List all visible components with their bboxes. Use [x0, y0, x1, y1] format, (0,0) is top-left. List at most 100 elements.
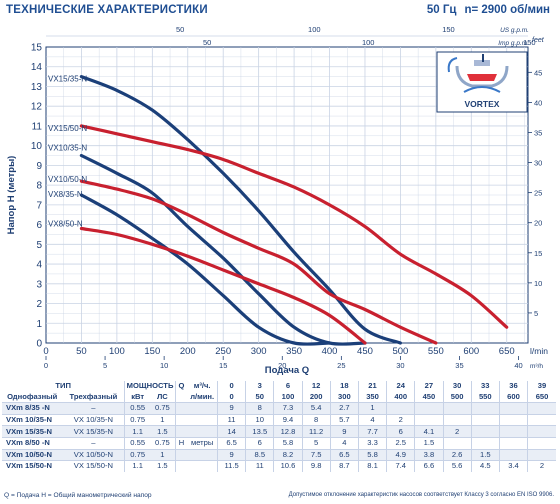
q-lmin-cell: 300: [329, 391, 359, 403]
q-lmin-cell: 350: [357, 391, 387, 403]
y-tick-label: 1: [36, 319, 42, 330]
x-tick-label: 500: [392, 346, 408, 357]
head-value: 8.7: [329, 460, 359, 472]
head-value: 1: [357, 402, 387, 415]
curve-labels: VX15/35-N VX15/50-N VX10/35-N VX10/50-N VX8/…: [48, 75, 87, 229]
kw-header: кВт: [124, 391, 151, 403]
head-value: 2.5: [386, 436, 415, 450]
top-imp-tick-label: 100: [362, 38, 375, 47]
y-tick-label: 3: [36, 279, 42, 290]
y-right-tick-label: 15: [534, 249, 542, 258]
head-value: 13.5: [245, 425, 274, 438]
y-tick-label: 9: [36, 161, 42, 172]
y-tick-label: 10: [31, 141, 43, 152]
q-m3h-cell: 18: [329, 381, 359, 392]
x-unit-m3h: m³/h: [530, 363, 543, 370]
vortex-label: VORTEX: [465, 99, 500, 109]
x-tick-label: 350: [286, 346, 302, 357]
three-phase-model: –: [62, 402, 125, 415]
q-m3h-cell: 39: [527, 381, 556, 392]
axes: 012345678910111213141551015202530354045f…: [6, 25, 548, 376]
x-tick-label: 550: [428, 346, 444, 357]
h-label: [174, 413, 188, 426]
head-value: 11.5: [216, 460, 246, 472]
head-value: [442, 413, 472, 426]
head-value: 3.3: [357, 436, 387, 450]
head-value: [414, 402, 443, 415]
x-tick-label: 250: [215, 346, 231, 357]
head-value: 2: [442, 425, 472, 438]
q-lmin-cell: 500: [442, 391, 472, 403]
q-m3h-cell: 24: [386, 381, 415, 392]
table-row: VXm 10/50-N VX 10/50-N 0.75 1 9 8.5 8.2 7.5 6.5 5…: [2, 448, 556, 461]
power-hp: 1: [150, 448, 176, 461]
head-value: 3.8: [414, 448, 443, 461]
power-hp: 0.75: [150, 402, 176, 415]
table-head-row: Однофазный Трехфазный кВт ЛС л/мин. 0 50 100 200…: [2, 391, 556, 403]
head-value: 2.6: [442, 448, 472, 461]
y-axis-title: Напор H (метры): [6, 156, 17, 235]
footer-legend: Q = Подача H = Общий манометрический нап…: [4, 492, 152, 499]
y-right-tick-label: 35: [534, 128, 542, 137]
head-value: 4.5: [470, 460, 500, 472]
head-value: 10.6: [273, 460, 303, 472]
head-value: 5.8: [357, 448, 387, 461]
series-label: VX15/50-N: [48, 124, 87, 133]
y-tick-label: 4: [36, 260, 42, 271]
x-m3h-tick-label: 10: [160, 361, 168, 370]
single-phase-model: VXm 10/50-N: [2, 448, 63, 461]
y-tick-label: 6: [36, 220, 42, 231]
three-phase-model: –: [62, 436, 125, 450]
table-row: VXm 15/50-N VX 15/50-N 1.1 1.5 11.5 11 10.6 9.8…: [2, 460, 556, 472]
series-label: VX15/35-N: [48, 75, 87, 84]
head-value: 9: [329, 425, 359, 438]
x-m3h-tick-label: 5: [103, 361, 107, 370]
power-kw: 0.55: [124, 436, 151, 450]
top-us-tick-label: 100: [308, 25, 321, 34]
frequency-label: 50 Гц n= 2900 об/мин: [426, 4, 550, 16]
head-value: 9.8: [301, 460, 331, 472]
x-tick-label: 400: [322, 346, 338, 357]
x-m3h-tick-label: 30: [396, 361, 404, 370]
speed-label: n= 2900 об/мин: [464, 4, 550, 16]
series-label: VX10/50-N: [48, 175, 87, 184]
head-value: 5: [301, 436, 331, 450]
q-spacer: [174, 391, 188, 403]
head-value: 6.6: [414, 460, 443, 472]
top-imp-tick-label: 150: [523, 38, 536, 47]
head-value: [470, 402, 500, 415]
h-unit: [187, 413, 218, 426]
head-value: 4: [329, 436, 359, 450]
head-value: 11.2: [301, 425, 331, 438]
head-value: 5.6: [442, 460, 472, 472]
x-tick-label: 150: [144, 346, 160, 357]
single-phase-header: Однофазный: [7, 391, 58, 401]
y-right-tick-label: 30: [534, 159, 542, 168]
q-lmin-cell: 450: [414, 391, 443, 403]
h-unit: [187, 402, 218, 415]
q-header: Q: [174, 381, 188, 392]
curve-vx15-35-n: [79, 75, 402, 345]
h-label: H: [174, 436, 188, 450]
x-axis-title: Подача Q: [265, 365, 309, 376]
y-tick-label: 0: [36, 339, 42, 350]
y-tick-label: 15: [31, 43, 43, 54]
curve-vx15-50-n: [79, 124, 509, 329]
y-tick-label: 14: [31, 62, 43, 73]
head-value: 9: [216, 448, 246, 461]
power-kw: 0.75: [124, 448, 151, 461]
head-value: 2.7: [329, 402, 359, 415]
head-value: 8.2: [273, 448, 303, 461]
x-m3h-tick-label: 15: [219, 361, 227, 370]
head-value: [414, 413, 443, 426]
head-value: [527, 402, 556, 415]
x-m3h-tick-label: 0: [44, 361, 48, 370]
three-phase-model: VX 10/50-N: [62, 448, 125, 461]
single-phase-model: VXm 10/35-N: [2, 413, 63, 426]
power-kw: 1.1: [124, 460, 151, 472]
head-value: [386, 402, 415, 415]
three-phase-model: VX 15/35-N: [62, 425, 125, 438]
y-tick-label: 7: [36, 200, 42, 211]
q-lmin-cell: 600: [498, 391, 528, 403]
y-right-tick-label: 40: [534, 98, 542, 107]
